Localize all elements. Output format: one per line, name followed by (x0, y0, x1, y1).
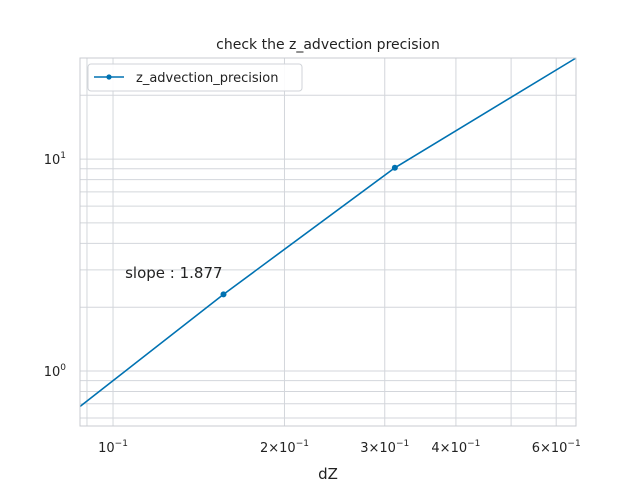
legend: z_advection_precision (87, 63, 303, 92)
legend-marker (106, 74, 112, 80)
x-tick-label: 2×10−1 (260, 439, 309, 456)
y-tick-label: 100 (44, 363, 67, 380)
grid (80, 58, 576, 426)
x-tick-label: 3×10−1 (360, 439, 409, 456)
data-point (220, 291, 227, 298)
tick-labels: 10−1 2×10−1 3×10−1 4×10−1 6×10−1 100 101 (44, 151, 581, 456)
chart-title: check the z_advection precision (216, 37, 440, 53)
legend-label: z_advection_precision (136, 71, 278, 86)
y-tick-label: 101 (44, 151, 66, 168)
annotations: slope : 1.877 (125, 264, 222, 282)
x-tick-label: 6×10−1 (532, 439, 581, 456)
series-line (79, 57, 577, 408)
x-tick-label: 10−1 (98, 439, 128, 456)
data-point (391, 164, 398, 171)
x-axis-label: dZ (318, 465, 338, 480)
plot-area-frame (79, 57, 577, 427)
x-tick-label: 4×10−1 (431, 439, 480, 456)
legend-box (87, 63, 303, 92)
slope-annotation: slope : 1.877 (125, 264, 222, 282)
series-layer (79, 57, 577, 408)
